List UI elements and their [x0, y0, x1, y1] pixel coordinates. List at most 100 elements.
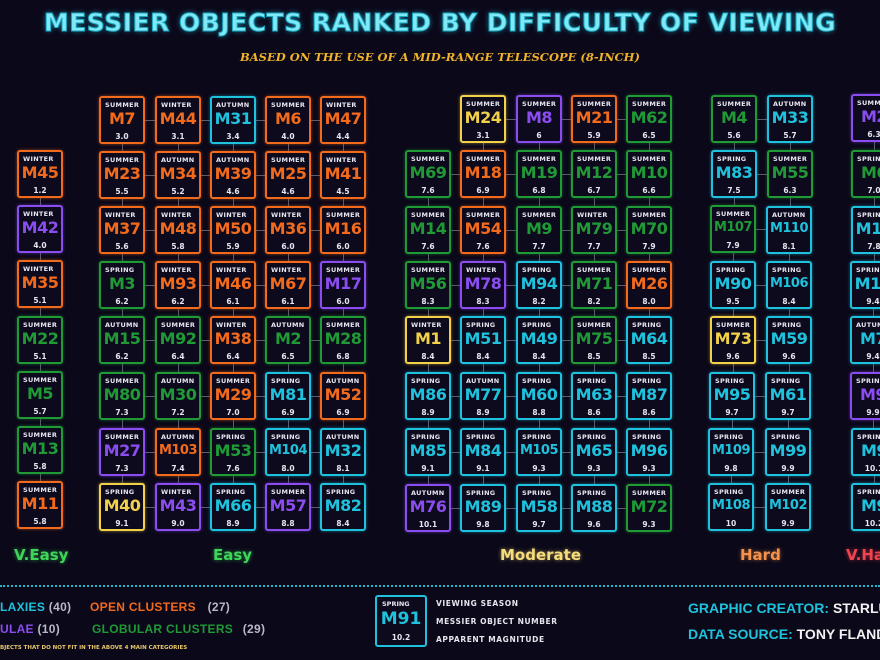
messier-number: M57 [269, 496, 307, 515]
apparent-magnitude: 10.2 [864, 519, 880, 528]
connector-line [539, 476, 540, 484]
apparent-magnitude: 9.5 [726, 297, 740, 306]
apparent-magnitude: 6.1 [226, 297, 240, 306]
connector-line [755, 396, 765, 397]
connector-line [233, 254, 234, 261]
apparent-magnitude: 9.8 [724, 464, 738, 473]
messier-number: M90 [714, 274, 752, 293]
messier-object-card: SPRING M106 8.4 [766, 261, 812, 309]
messier-number: M70 [630, 219, 668, 238]
apparent-magnitude: 4.5 [336, 187, 350, 196]
messier-object-card: WINTER M1 8.4 [405, 316, 451, 364]
connector-line [649, 476, 650, 484]
key-magnitude-label: APPARENT MAGNITUDE [436, 635, 545, 644]
connector-line [649, 198, 650, 206]
connector-line [562, 230, 571, 231]
viewing-season: WINTER [411, 321, 442, 329]
connector-line [594, 476, 595, 484]
apparent-magnitude: 6.2 [171, 297, 185, 306]
apparent-magnitude: 8.1 [336, 464, 350, 473]
apparent-magnitude: 9.7 [532, 520, 546, 529]
connector-line [428, 198, 429, 206]
messier-object-card: WINTER M79 7.7 [571, 206, 617, 254]
connector-line [178, 476, 179, 483]
key-object-label: MESSIER OBJECT NUMBER [436, 617, 558, 626]
viewing-season: AUTUMN [161, 156, 195, 164]
connector-line [594, 420, 595, 428]
messier-number: M24 [464, 108, 502, 127]
apparent-magnitude: 6.0 [336, 242, 350, 251]
connector-line [311, 507, 320, 508]
credit-creator: GRAPHIC CREATOR: STARLUST. [688, 600, 880, 616]
messier-number: M73 [714, 329, 752, 348]
messier-number: M47 [324, 109, 362, 128]
messier-object-card: AUTUMN M31 3.4 [210, 96, 256, 144]
apparent-magnitude: 9.9 [866, 408, 880, 417]
key-object: M91 [380, 609, 422, 629]
apparent-magnitude: 6.8 [336, 352, 350, 361]
connector-line [201, 175, 210, 176]
apparent-magnitude: 5.7 [33, 407, 47, 416]
messier-object-card: SPRING M108 10 [708, 483, 754, 531]
messier-object-card: SUMMER M71 8.2 [571, 261, 617, 309]
viewing-season: WINTER [161, 266, 192, 274]
connector-line [201, 396, 210, 397]
messier-object-card: SUMMER M62 6.5 [626, 95, 672, 143]
messier-object-card: SUMMER M9 7.7 [516, 206, 562, 254]
connector-line [483, 309, 484, 316]
messier-object-card: WINTER M47 4.4 [320, 96, 366, 144]
messier-number: M16 [324, 219, 362, 238]
connector-line [506, 174, 516, 175]
connector-line [40, 253, 41, 260]
connector-line [451, 230, 460, 231]
connector-line [145, 452, 155, 453]
connector-line [483, 476, 484, 484]
apparent-magnitude: 10.1 [864, 464, 880, 473]
connector-line [256, 120, 265, 121]
messier-object-card: SUMMER M16 6.0 [320, 206, 366, 254]
connector-line [145, 285, 155, 286]
messier-object-card: SUMMER M73 9.6 [710, 316, 756, 364]
viewing-season: SUMMER [216, 377, 251, 385]
messier-object-card: SUMMER M29 7.0 [210, 372, 256, 420]
messier-number: M83 [715, 163, 753, 182]
credit-creator-label: GRAPHIC CREATOR: [688, 600, 830, 616]
apparent-magnitude: 8.6 [642, 408, 656, 417]
apparent-magnitude: 6.4 [171, 352, 185, 361]
apparent-magnitude: 4.0 [33, 241, 47, 250]
connector-line [288, 199, 289, 206]
connector-line [874, 254, 875, 261]
messier-object-card: SPRING M99 9.9 [765, 428, 811, 476]
viewing-season: SUMMER [771, 488, 806, 496]
connector-line [233, 309, 234, 316]
connector-line [539, 254, 540, 261]
apparent-magnitude: 8.5 [587, 352, 601, 361]
messier-number: M6 [860, 163, 880, 182]
viewing-season: WINTER [161, 211, 192, 219]
messier-number: M32 [324, 441, 362, 460]
messier-object-card: SPRING M40 9.1 [99, 483, 145, 531]
viewing-season: WINTER [161, 101, 192, 109]
apparent-magnitude: 9.9 [781, 519, 795, 528]
messier-number: M66 [214, 496, 252, 515]
messier-number: M9 [860, 441, 880, 460]
connector-line [617, 396, 626, 397]
apparent-magnitude: 7.0 [867, 186, 880, 195]
messier-object-card: AUTUMN M2 6.5 [265, 316, 311, 364]
messier-grid: WINTER M45 1.2 WINTER M42 4.0 WINTER M35 5.1 SUMM… [17, 94, 880, 532]
messier-number: M67 [269, 274, 307, 293]
viewing-season: SPRING [271, 433, 301, 441]
connector-line [731, 476, 732, 483]
messier-object-card: SUMMER M70 7.9 [626, 206, 672, 254]
connector-line [594, 143, 595, 150]
messier-object-card: SUMMER M92 6.4 [155, 316, 201, 364]
messier-object-card: SUMMER M69 7.6 [405, 150, 451, 198]
legend-nebulae-count: (10) [37, 622, 61, 636]
messier-number: M17 [324, 274, 362, 293]
connector-line [734, 143, 735, 150]
connector-line [506, 119, 516, 120]
messier-number: M52 [324, 385, 362, 404]
messier-object-card: SUMMER M56 8.3 [405, 261, 451, 309]
